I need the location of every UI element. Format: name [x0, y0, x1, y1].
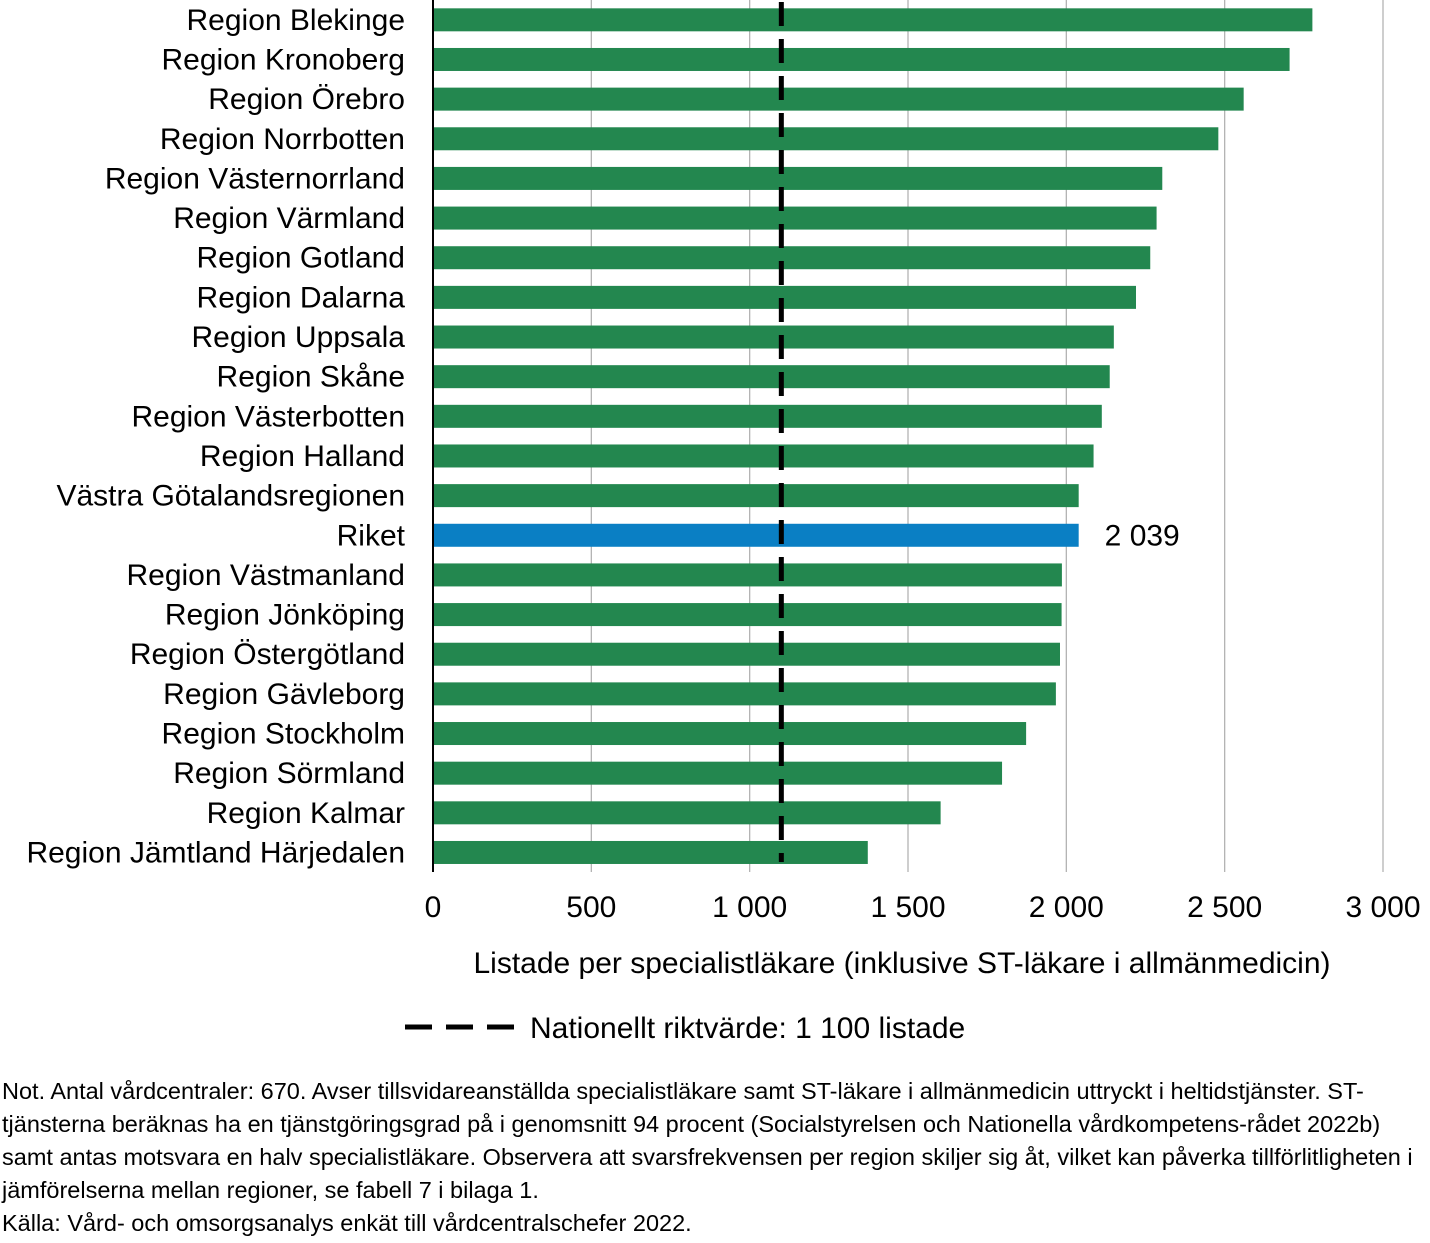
category-labels: Region Blekinge Region Kronoberg Region Ör…	[26, 4, 1179, 870]
bar	[433, 166, 1163, 190]
bar	[433, 246, 1151, 270]
bar-chart: Region Blekinge Region Kronoberg Region Ör…	[26, 0, 1421, 1045]
bar	[433, 127, 1219, 151]
category-label: Region Västernorrland	[105, 162, 405, 195]
category-label: Region Blekinge	[187, 4, 405, 37]
category-label: Västra Götalandsregionen	[56, 480, 405, 513]
x-tick-label: 3 000	[1345, 891, 1420, 924]
category-label: Region Uppsala	[192, 321, 406, 354]
category-label: Region Norrbotten	[160, 123, 405, 156]
x-axis-title: Listade per specialistläkare (inklusive …	[473, 947, 1330, 980]
category-label: Region Jämtland Härjedalen	[26, 836, 405, 869]
category-label: Region Jönköping	[165, 599, 405, 632]
bar	[433, 365, 1110, 389]
category-label: Region Värmland	[173, 202, 405, 235]
note-text: Not. Antal vårdcentraler: 670. Avser til…	[2, 1078, 1413, 1203]
legend: Nationellt riktvärde: 1 100 listade	[405, 1012, 965, 1045]
bars	[433, 8, 1313, 864]
category-label: Region Gävleborg	[163, 678, 405, 711]
bar	[433, 87, 1244, 111]
bar	[433, 206, 1157, 230]
category-label: Region Skåne	[217, 361, 405, 394]
category-label: Region Sörmland	[173, 757, 405, 790]
bar	[433, 484, 1079, 508]
category-label: Region Dalarna	[197, 281, 406, 314]
bar-riket	[433, 523, 1079, 547]
x-tick-label: 0	[425, 891, 442, 924]
category-label: Region Örebro	[208, 83, 405, 116]
bar	[433, 801, 941, 825]
category-label: Region Halland	[200, 440, 405, 473]
x-tick-label: 500	[566, 891, 616, 924]
category-label: Region Västerbotten	[131, 400, 405, 433]
footnote: Not. Antal vårdcentraler: 670. Avser til…	[2, 1075, 1428, 1240]
data-label-riket: 2 039	[1105, 519, 1180, 552]
category-label: Region Kronoberg	[161, 43, 405, 76]
x-tick-label: 2 500	[1187, 891, 1262, 924]
bar	[433, 642, 1060, 666]
category-label: Region Kalmar	[207, 797, 405, 830]
category-label: Region Östergötland	[130, 638, 405, 671]
bar	[433, 8, 1313, 32]
bar	[433, 563, 1062, 587]
bar	[433, 722, 1027, 746]
bar	[433, 603, 1062, 627]
bar	[433, 682, 1056, 706]
category-label: Region Västmanland	[126, 559, 405, 592]
legend-label: Nationellt riktvärde: 1 100 listade	[530, 1012, 965, 1045]
x-tick-label: 1 000	[712, 891, 787, 924]
bar	[433, 444, 1094, 468]
bar	[433, 325, 1114, 349]
category-label: Region Gotland	[197, 242, 405, 275]
x-tick-labels: 0 500 1 000 1 500 2 000 2 500 3 000	[425, 891, 1421, 924]
category-label: Riket	[337, 519, 406, 552]
bar	[433, 285, 1136, 309]
category-label: Region Stockholm	[162, 718, 405, 751]
bar	[433, 47, 1290, 71]
x-tick-label: 1 500	[870, 891, 945, 924]
bar	[433, 404, 1102, 428]
bar	[433, 761, 1003, 785]
source-text: Källa: Vård- och omsorgsanalys enkät til…	[2, 1210, 692, 1236]
bar	[433, 840, 868, 864]
x-tick-label: 2 000	[1029, 891, 1104, 924]
